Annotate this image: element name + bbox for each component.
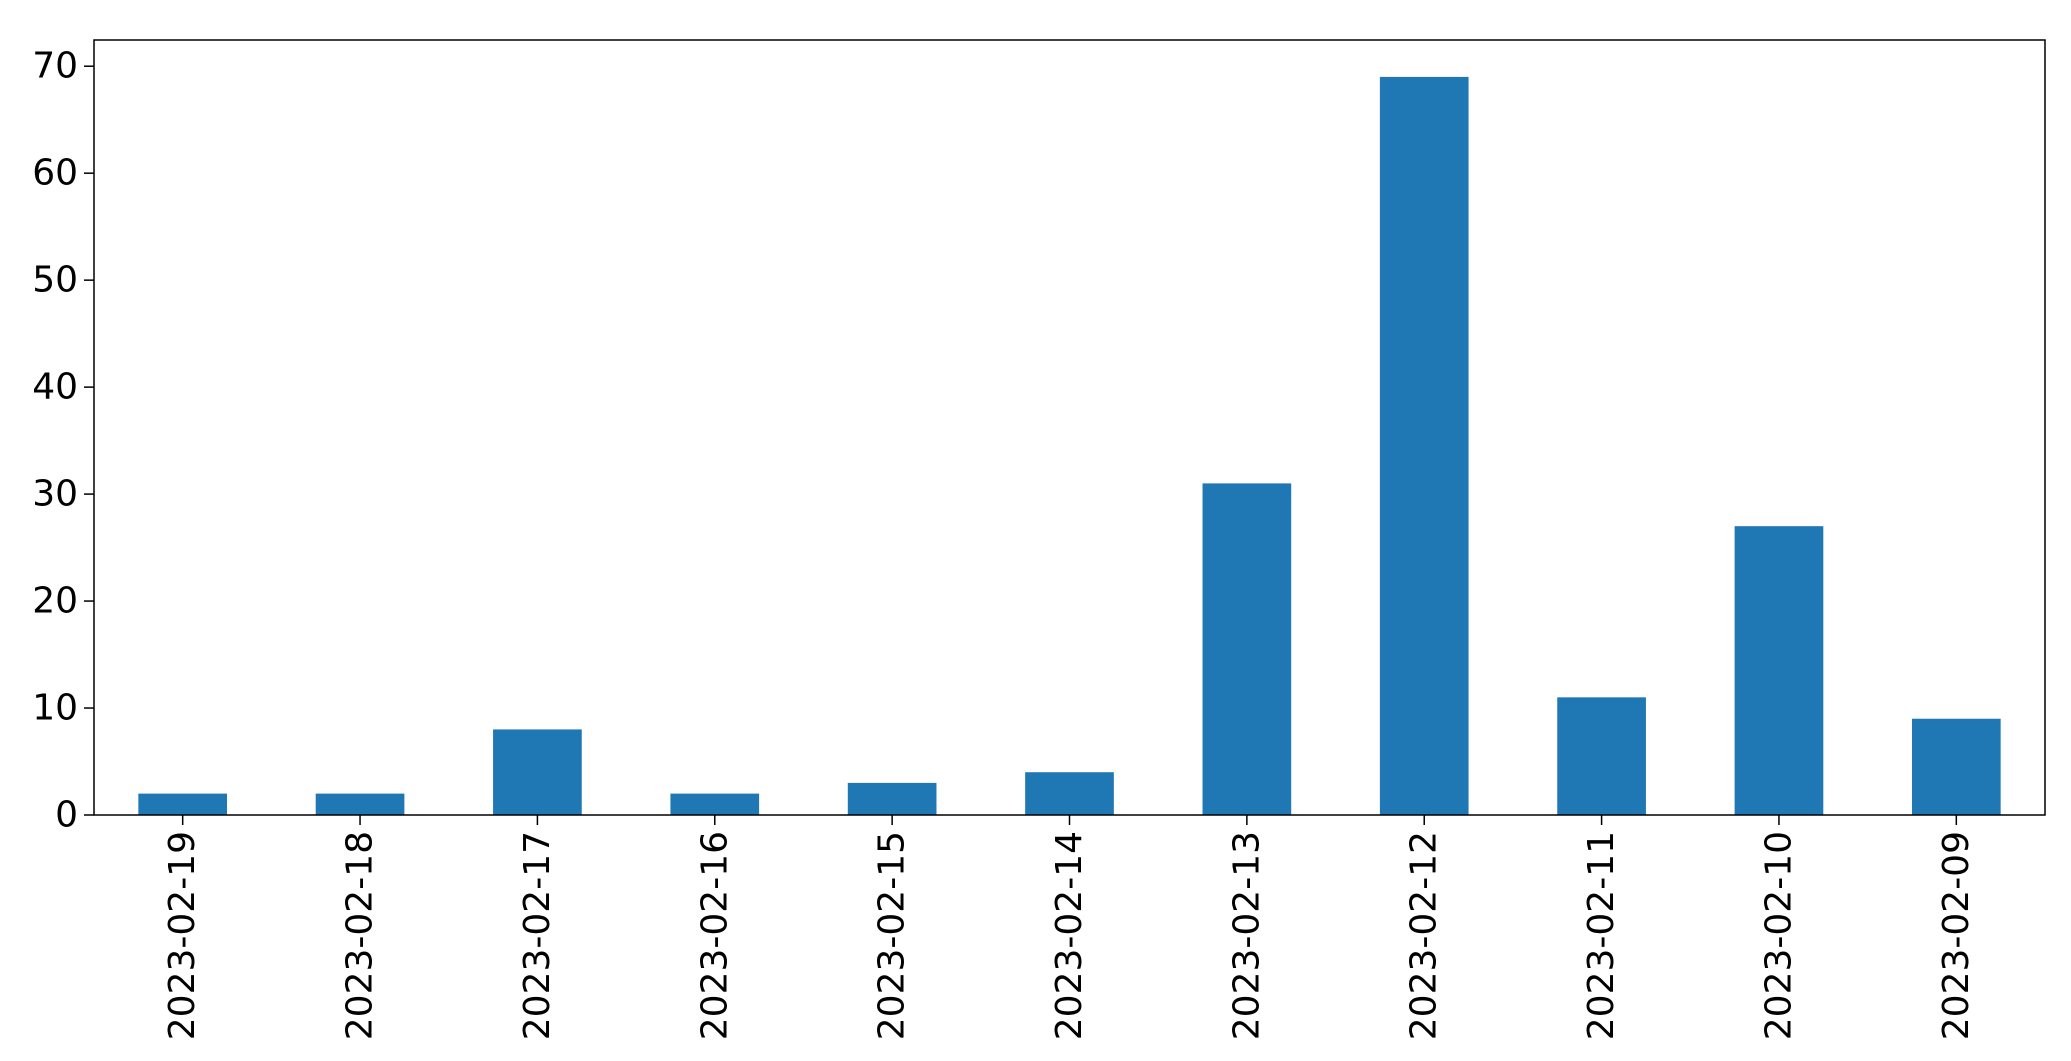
y-tick-label: 40 [32,367,78,408]
y-tick-label: 10 [32,688,78,729]
y-tick-label: 70 [32,46,78,87]
x-tick-label: 2023-02-13 [1226,831,1267,1040]
bars-group [138,76,2001,815]
bar-2023-02-19 [138,793,228,815]
bar-2023-02-15 [847,782,937,815]
x-axis: 2023-02-19 2023-02-18 2023-02-17 2023-02-16… [162,815,1977,1040]
bar-2023-02-09 [1911,718,2001,815]
bar-2023-02-14 [1025,772,1114,815]
x-tick-label: 2023-02-17 [517,831,558,1040]
bar-2023-02-17 [493,729,582,815]
y-tick-label: 60 [32,153,78,194]
bar-2023-02-10 [1734,526,1824,815]
y-tick-label: 50 [32,260,78,301]
bar-2023-02-16 [670,793,760,815]
x-tick-label: 2023-02-15 [872,831,913,1040]
x-tick-label: 2023-02-19 [162,831,203,1040]
bar-2023-02-13 [1202,483,1292,815]
y-tick-label: 30 [32,474,78,515]
x-tick-label: 2023-02-16 [694,831,735,1040]
x-tick-label: 2023-02-11 [1581,831,1622,1040]
plot-area-frame [93,39,2046,816]
bar-2023-02-18 [315,793,405,815]
y-tick-label: 20 [32,581,78,622]
x-tick-label: 2023-02-18 [340,831,381,1040]
x-tick-label: 2023-02-09 [1936,831,1977,1040]
x-tick-label: 2023-02-14 [1049,831,1090,1040]
y-tick-label: 0 [55,795,78,836]
bar-2023-02-11 [1557,697,1646,815]
x-tick-label: 2023-02-10 [1758,831,1799,1040]
y-axis: 0 10 20 30 40 50 60 70 [32,46,94,836]
x-tick-label: 2023-02-12 [1404,831,1445,1040]
bar-2023-02-12 [1379,76,1469,815]
